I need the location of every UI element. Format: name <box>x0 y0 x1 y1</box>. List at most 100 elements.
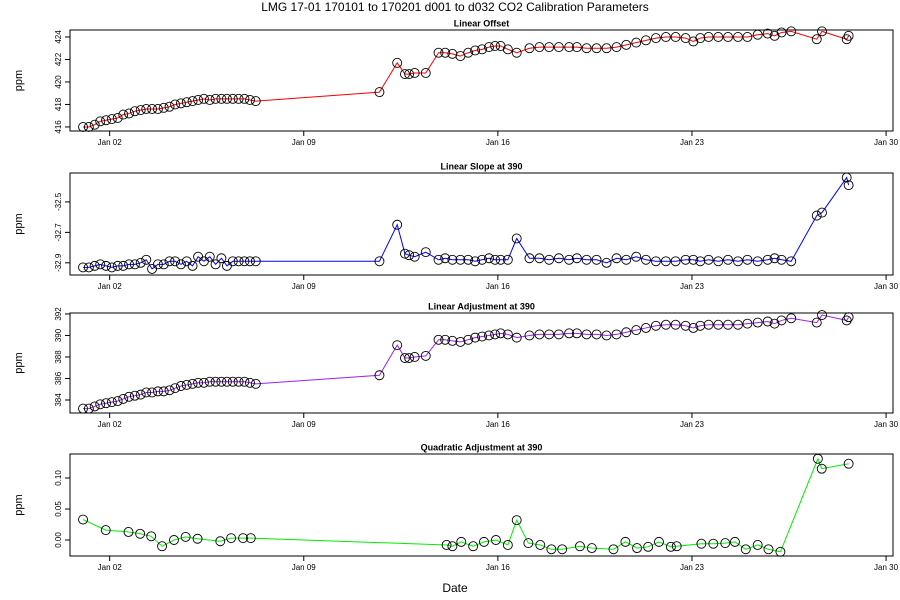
data-point <box>713 256 724 267</box>
data-point <box>490 535 501 545</box>
data-point <box>400 353 410 364</box>
data-point <box>571 42 582 53</box>
data-point <box>192 533 203 544</box>
data-point <box>703 319 714 330</box>
data-point <box>250 378 261 389</box>
data-point <box>671 541 682 552</box>
data-point <box>238 533 248 544</box>
data-point <box>233 376 244 387</box>
x-tick-label: Jan 16 <box>486 138 511 147</box>
data-point <box>135 528 146 539</box>
data-point <box>742 318 753 329</box>
data-point <box>175 98 186 109</box>
plot-frame <box>69 172 894 276</box>
data-point <box>146 531 157 542</box>
data-point <box>811 317 822 328</box>
data-point <box>433 334 444 345</box>
data-point <box>233 256 244 267</box>
x-tick-label: Jan 09 <box>292 420 317 429</box>
data-point <box>680 254 691 265</box>
data-point <box>440 47 451 58</box>
data-point <box>608 544 619 555</box>
data-point <box>733 319 743 330</box>
data-point <box>490 41 501 51</box>
data-point <box>631 37 642 48</box>
data-point <box>553 42 564 53</box>
x-tick-label: Jan 09 <box>292 563 317 572</box>
data-point <box>164 101 175 112</box>
data-point <box>78 122 88 132</box>
data-point <box>477 44 488 55</box>
data-point <box>811 34 822 45</box>
data-point <box>670 256 681 267</box>
panel-title: Linear Slope at 390 <box>440 161 522 171</box>
data-point <box>817 310 827 320</box>
data-point <box>400 69 410 80</box>
data-point <box>776 315 787 326</box>
data-point <box>769 253 780 264</box>
data-point <box>729 536 740 547</box>
data-point <box>198 93 209 104</box>
data-point <box>409 251 420 262</box>
data-point <box>226 533 237 544</box>
data-point <box>158 386 169 397</box>
data-point <box>106 262 117 273</box>
data-point <box>534 42 545 53</box>
data-point <box>511 47 522 58</box>
data-point <box>544 329 555 340</box>
data-point <box>129 259 140 270</box>
y-tick-label: 420 <box>54 75 63 89</box>
data-point <box>817 26 827 37</box>
data-point <box>502 44 513 55</box>
data-point <box>215 536 226 547</box>
data-point <box>447 254 458 265</box>
data-point <box>640 322 651 333</box>
data-point <box>786 313 797 324</box>
data-point <box>631 251 642 262</box>
x-axis-label: Date <box>442 581 468 595</box>
x-tick-label: Jan 30 <box>874 282 899 291</box>
data-point <box>544 42 555 53</box>
data-point <box>157 541 168 552</box>
data-point <box>239 376 250 387</box>
data-point <box>571 253 582 264</box>
data-point <box>776 27 787 38</box>
data-point <box>181 97 192 108</box>
x-tick-label: Jan 09 <box>292 282 317 291</box>
data-point <box>611 253 622 264</box>
data-point <box>670 319 681 330</box>
data-point <box>841 315 852 326</box>
data-point <box>227 256 238 267</box>
y-axis-label: ppm <box>13 70 25 91</box>
data-point <box>101 260 111 271</box>
plot-frame <box>69 29 894 132</box>
data-point <box>100 525 111 536</box>
data-point <box>374 256 385 267</box>
data-point <box>245 377 255 388</box>
data-point <box>83 122 94 132</box>
data-point <box>591 43 602 54</box>
data-point <box>447 335 458 346</box>
data-point <box>78 262 88 273</box>
data-point <box>106 114 117 125</box>
data-point <box>118 393 129 404</box>
data-point <box>733 256 743 267</box>
x-tick-label: Jan 23 <box>680 563 705 572</box>
data-point <box>511 233 522 244</box>
data-point <box>841 34 852 45</box>
data-point <box>546 544 557 555</box>
data-point <box>720 538 731 549</box>
data-point <box>409 68 420 78</box>
data-point <box>221 93 232 104</box>
data-point <box>763 544 774 555</box>
y-axis-label: ppm <box>13 352 25 373</box>
data-point <box>124 259 135 270</box>
data-point <box>245 533 256 544</box>
data-point <box>670 32 681 42</box>
data-point <box>553 329 564 340</box>
x-tick-label: Jan 16 <box>486 563 511 572</box>
data-point <box>95 399 106 410</box>
data-point <box>680 320 691 331</box>
data-point <box>621 327 632 338</box>
y-tick-label: 416 <box>54 120 63 134</box>
